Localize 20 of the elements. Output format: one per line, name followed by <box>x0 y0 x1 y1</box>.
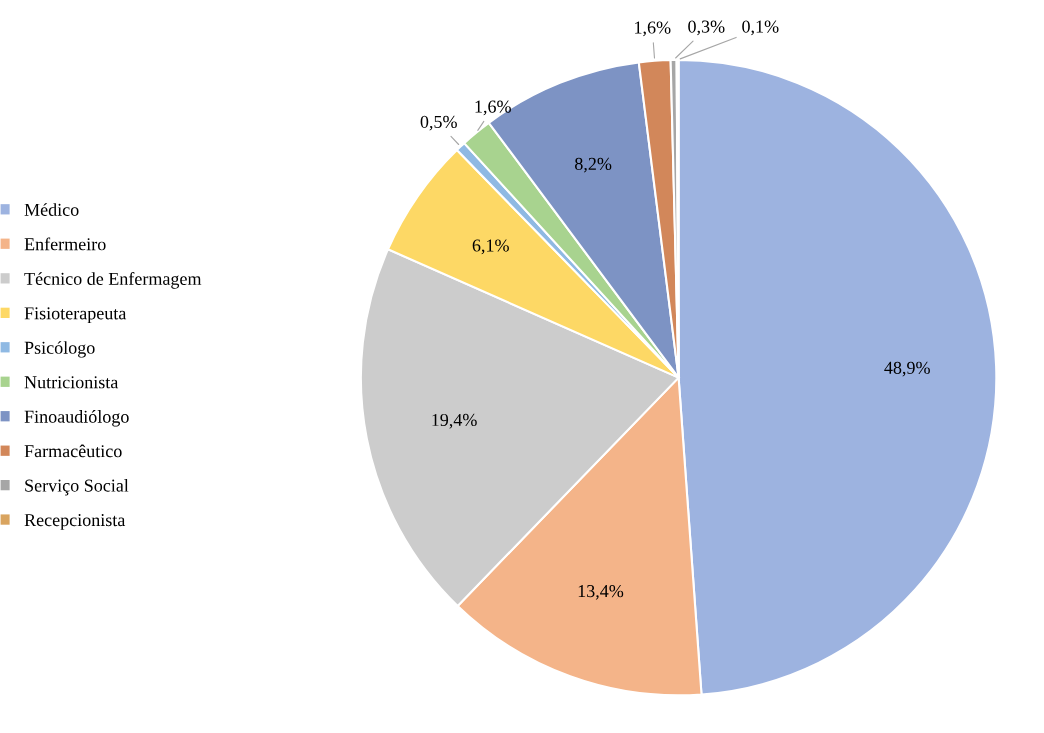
legend-label: Técnico de Enfermagem <box>24 272 202 289</box>
data-label: 13,4% <box>578 584 624 600</box>
legend-label: Serviço Social <box>25 479 129 496</box>
data-label: 0,3% <box>688 20 725 36</box>
legend-label: Enfermeiro <box>24 237 106 251</box>
data-label: 1,6% <box>475 100 511 116</box>
data-label: 19,4% <box>432 413 477 429</box>
legend-label: Fisioterapeuta <box>24 307 127 324</box>
legend-label: Nutricionista <box>24 376 119 389</box>
data-label: 1,6% <box>635 21 671 37</box>
data-label: 8,2% <box>575 157 612 173</box>
data-label: 6,1% <box>472 239 509 255</box>
legend-label: Farmacêutico <box>24 444 122 458</box>
legend-label: Psicólogo <box>24 341 95 358</box>
data-label: 48,9% <box>884 361 930 377</box>
legend-label: Recepcionista <box>24 514 126 530</box>
legend-label: Médico <box>24 203 79 216</box>
legend-label: Finoaudiólogo <box>24 410 129 427</box>
data-label: 0,5% <box>420 115 457 131</box>
data-label: 0,1% <box>742 20 779 36</box>
